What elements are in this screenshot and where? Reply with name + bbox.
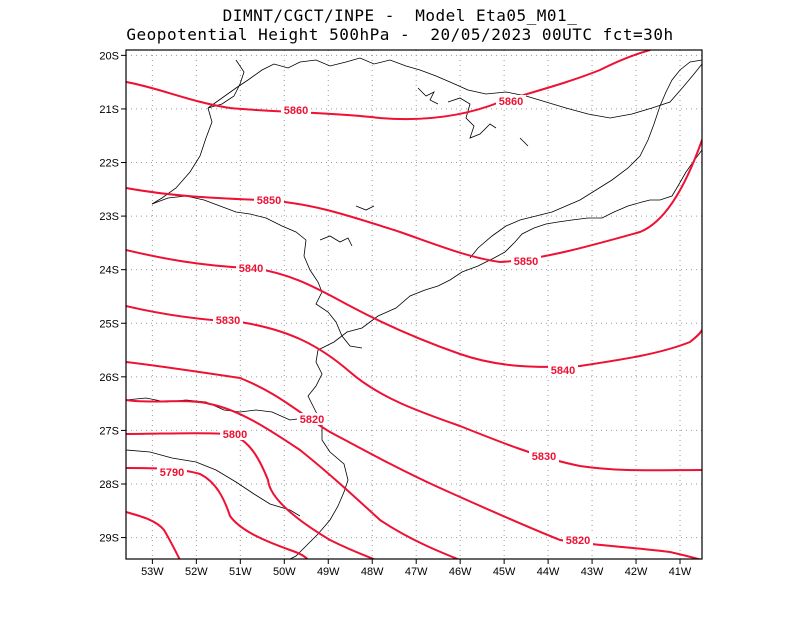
contour-5850 — [126, 139, 702, 264]
state-border-west — [207, 59, 245, 109]
lon-tick-label: 46W — [449, 566, 472, 578]
contour-5810 — [126, 399, 461, 559]
state-border-sp-mg — [207, 57, 702, 119]
lat-tick-label: 24S — [99, 265, 119, 277]
lat-tick-label: 20S — [99, 50, 119, 62]
lat-tick-label: 22S — [99, 158, 119, 170]
label-5840-a: 5840 — [236, 262, 266, 275]
contour-label: 5830 — [216, 315, 240, 327]
lon-tick-label: 45W — [493, 566, 516, 578]
contour-5840 — [126, 249, 702, 368]
lat-tick-label: 21S — [99, 104, 119, 116]
contour-5800 — [126, 432, 377, 559]
contour-label: 5790 — [160, 467, 184, 479]
reservoir-4 — [355, 205, 375, 211]
reservoir-3 — [319, 235, 353, 247]
label-5820-b: 5820 — [563, 534, 593, 547]
lat-tick-label: 25S — [99, 318, 119, 330]
lon-tick-label: 44W — [537, 566, 560, 578]
label-5820-a: 5820 — [297, 413, 327, 426]
lon-tick-label: 42W — [625, 566, 648, 578]
contour-5780 — [126, 511, 181, 559]
reservoir-2 — [447, 97, 497, 139]
plot-frame — [125, 49, 703, 560]
state-border-sp-rj — [469, 59, 702, 259]
label-5850-a: 5850 — [254, 194, 284, 207]
contour-5790 — [126, 467, 309, 559]
label-5860-b: 5860 — [496, 95, 526, 108]
contour-5860 — [126, 50, 651, 121]
state-border-ms — [151, 107, 213, 205]
lat-tick-label: 28S — [99, 479, 119, 491]
sao-paulo-coastline — [317, 149, 702, 351]
label-5830-a: 5830 — [213, 314, 243, 327]
contour-label: 5840 — [551, 365, 575, 377]
reservoir-5 — [519, 137, 529, 147]
coastlines-and-borders — [126, 57, 702, 559]
contour-label: 5840 — [239, 263, 263, 275]
lat-tick-label: 26S — [99, 372, 119, 384]
label-5830-b: 5830 — [529, 450, 559, 463]
label-5790: 5790 — [157, 466, 187, 479]
title-line-2: Geopotential Height 500hPa - 20/05/2023 … — [126, 25, 674, 44]
lon-tick-label: 49W — [317, 566, 340, 578]
contour-label: 5860 — [499, 96, 523, 108]
lon-tick-label: 43W — [581, 566, 604, 578]
lon-tick-label: 47W — [405, 566, 428, 578]
contour-label: 5850 — [514, 256, 538, 268]
lon-tick-label: 52W — [185, 566, 208, 578]
label-5850-b: 5850 — [511, 255, 541, 268]
contour-label: 5820 — [300, 414, 324, 426]
lat-tick-label: 27S — [99, 425, 119, 437]
label-5860-a: 5860 — [281, 104, 311, 117]
reservoir-1 — [417, 87, 439, 105]
contour-label: 5800 — [223, 429, 247, 441]
contour-label: 5850 — [257, 195, 281, 207]
contour-label: 5860 — [284, 105, 308, 117]
lon-tick-label: 53W — [141, 566, 164, 578]
label-5840-b: 5840 — [548, 364, 578, 377]
contour-label: 5830 — [532, 451, 556, 463]
lat-tick-label: 29S — [99, 533, 119, 545]
santa-catarina-coastline — [289, 349, 349, 559]
lon-tick-label: 41W — [669, 566, 692, 578]
contour-lines — [126, 50, 702, 559]
title-line-1: DIMNT/CGCT/INPE - Model Eta05_M01_ — [222, 6, 578, 25]
axis-ticks: 53W 52W 51W 50W 49W 48W 47W 46W 45W 44W 43W 42W 41W 2… — [99, 50, 692, 578]
state-border-sp-pr — [151, 195, 363, 349]
contour-labels: 5860 5860 5850 5850 5840 5840 5830 5830 … — [157, 95, 593, 547]
contour-5820 — [126, 361, 702, 559]
contour-label: 5820 — [566, 535, 590, 547]
lon-tick-label: 50W — [273, 566, 296, 578]
label-5800: 5800 — [220, 428, 250, 441]
lon-tick-label: 51W — [229, 566, 252, 578]
lat-tick-label: 23S — [99, 211, 119, 223]
lon-tick-label: 48W — [361, 566, 384, 578]
state-border-sc-rs — [126, 449, 301, 517]
contour-5830 — [126, 305, 702, 472]
